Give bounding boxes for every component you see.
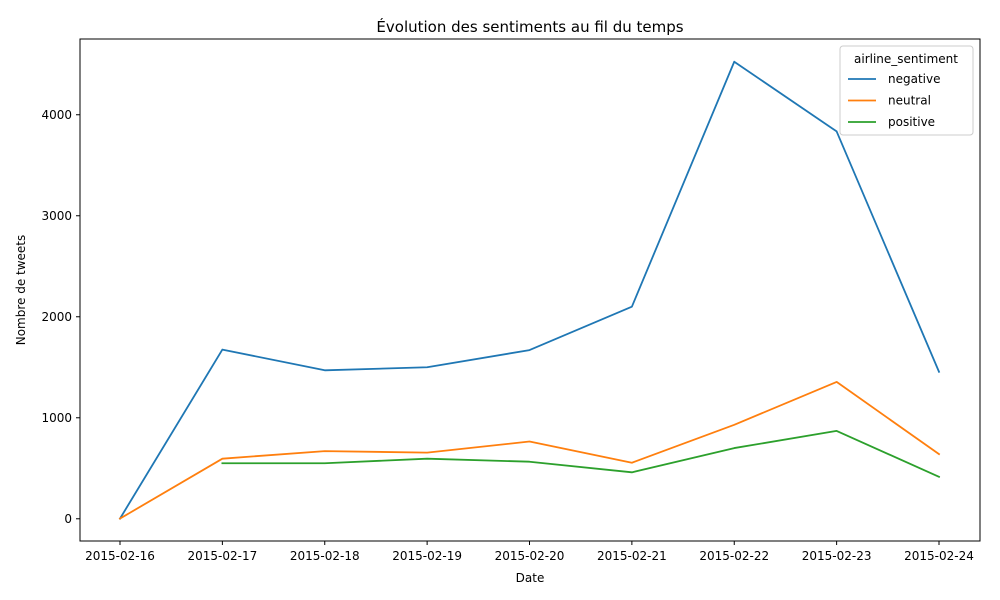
legend-box bbox=[839, 45, 974, 136]
legend: airline_sentiment negative neutral positiv… bbox=[839, 45, 974, 136]
chart-title: Évolution des sentiments au fil du temps bbox=[376, 17, 683, 36]
legend-label-positive: positive bbox=[888, 115, 935, 129]
x-tick-label: 2015-02-21 bbox=[597, 549, 667, 563]
y-tick-label: 4000 bbox=[41, 108, 72, 122]
y-tick-label: 1000 bbox=[41, 411, 72, 425]
x-tick-label: 2015-02-22 bbox=[699, 549, 769, 563]
x-axis-label: Date bbox=[516, 571, 545, 585]
y-tick-label: 2000 bbox=[41, 310, 72, 324]
x-tick-label: 2015-02-18 bbox=[290, 549, 360, 563]
x-axis: 2015-02-16 2015-02-17 2015-02-18 2015-02-19… bbox=[85, 541, 974, 563]
legend-label-neutral: neutral bbox=[888, 94, 931, 108]
y-axis-label: Nombre de tweets bbox=[14, 235, 28, 346]
legend-label-negative: negative bbox=[888, 72, 940, 86]
series-line-neutral bbox=[118, 381, 941, 520]
series-line-negative bbox=[118, 60, 941, 520]
x-tick-label: 2015-02-19 bbox=[392, 549, 462, 563]
y-tick-label: 0 bbox=[64, 512, 72, 526]
series-lines bbox=[118, 60, 941, 520]
x-tick-label: 2015-02-17 bbox=[188, 549, 258, 563]
legend-title: airline_sentiment bbox=[854, 52, 958, 66]
y-tick-label: 3000 bbox=[41, 209, 72, 223]
y-axis: 0 1000 2000 3000 4000 bbox=[41, 108, 80, 526]
x-tick-label: 2015-02-23 bbox=[802, 549, 872, 563]
series-line-positive bbox=[221, 430, 941, 479]
x-tick-label: 2015-02-16 bbox=[85, 549, 155, 563]
x-tick-label: 2015-02-24 bbox=[904, 549, 974, 563]
x-tick-label: 2015-02-20 bbox=[495, 549, 565, 563]
